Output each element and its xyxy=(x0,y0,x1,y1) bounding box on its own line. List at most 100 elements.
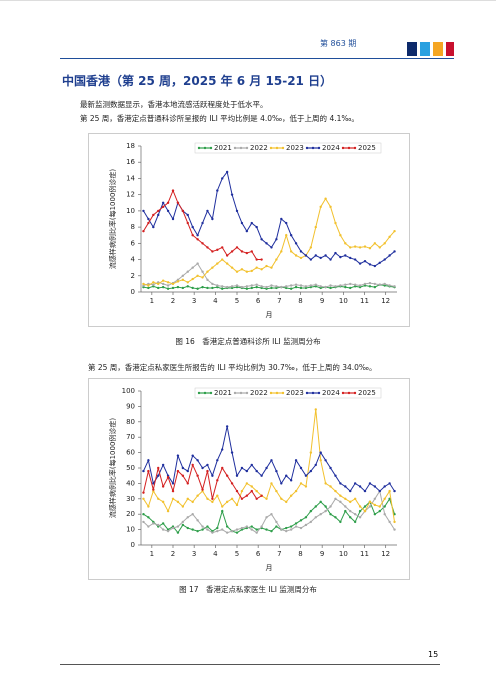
data-point xyxy=(181,474,185,477)
data-point xyxy=(309,246,313,249)
x-tick-label: 4 xyxy=(213,550,218,558)
data-point xyxy=(309,469,313,473)
data-point xyxy=(349,246,352,249)
data-point xyxy=(344,505,347,508)
data-point xyxy=(221,246,224,249)
data-point xyxy=(299,256,303,260)
data-point xyxy=(344,509,347,513)
data-point xyxy=(388,497,391,500)
data-point xyxy=(314,505,317,508)
data-point xyxy=(211,500,214,504)
data-point xyxy=(216,529,219,533)
figure: 0 10 20 30 40 50 60 70 80 90 100 1 2 3 4 5 6 7 8 9 10 11 12 月流感… xyxy=(88,378,410,580)
data-point xyxy=(176,280,180,283)
data-point xyxy=(240,268,244,271)
data-point xyxy=(186,526,189,530)
data-point xyxy=(225,474,229,477)
legend-marker xyxy=(317,146,321,150)
data-point xyxy=(161,285,165,289)
data-point xyxy=(142,282,145,286)
data-point xyxy=(358,505,362,508)
data-point xyxy=(196,459,199,462)
data-point xyxy=(245,494,249,497)
legend-marker xyxy=(203,146,207,150)
data-point xyxy=(171,217,175,221)
caption: 图 16 香港定点普通科诊所 ILI 监测周分布 xyxy=(175,337,321,346)
data-point xyxy=(285,474,288,477)
data-point xyxy=(393,229,396,233)
data-point xyxy=(152,225,155,229)
data-point xyxy=(363,282,367,286)
data-point xyxy=(319,513,322,516)
data-point xyxy=(383,485,386,488)
data-point xyxy=(270,513,273,516)
data-point xyxy=(294,242,298,245)
data-point xyxy=(171,489,175,493)
data-point xyxy=(349,489,352,493)
data-point xyxy=(176,531,180,534)
series-line xyxy=(143,426,395,492)
data-point xyxy=(186,469,189,473)
data-point xyxy=(275,520,278,524)
data-point xyxy=(166,509,170,513)
data-point xyxy=(260,258,263,261)
legend-marker xyxy=(317,391,321,395)
logo-block xyxy=(433,42,443,56)
data-point xyxy=(304,516,308,519)
data-point xyxy=(363,505,367,508)
data-point xyxy=(196,274,199,277)
data-point xyxy=(339,494,342,497)
data-point xyxy=(294,283,298,286)
data-point xyxy=(216,459,219,462)
data-point xyxy=(216,479,219,482)
data-point xyxy=(358,262,362,265)
legend-marker xyxy=(341,391,345,395)
data-point xyxy=(216,248,219,252)
data-point xyxy=(235,531,239,534)
data-point xyxy=(344,283,347,286)
data-point xyxy=(304,285,308,288)
data-point xyxy=(319,459,322,462)
data-point xyxy=(245,285,249,288)
data-point xyxy=(378,261,381,264)
data-point xyxy=(339,255,342,259)
data-point xyxy=(353,245,357,248)
x-tick-label: 8 xyxy=(298,297,302,305)
data-point xyxy=(368,505,372,508)
data-point xyxy=(353,520,357,524)
paragraph: 最新监测数据显示，香港本地流感活跃程度处于低水平。 xyxy=(80,100,268,109)
data-point xyxy=(216,284,219,287)
data-point xyxy=(270,459,273,462)
data-point xyxy=(196,238,199,241)
legend-marker xyxy=(311,391,315,395)
series-line xyxy=(143,409,396,522)
data-point xyxy=(349,286,352,290)
data-point xyxy=(304,523,308,527)
data-point xyxy=(285,500,288,504)
legend-marker xyxy=(353,391,357,395)
data-point xyxy=(201,488,204,491)
data-point xyxy=(240,526,244,530)
data-point xyxy=(176,469,180,473)
data-point xyxy=(225,262,229,265)
data-point xyxy=(334,251,337,255)
data-point xyxy=(206,469,209,473)
data-point xyxy=(221,528,224,531)
legend-marker xyxy=(347,391,351,395)
data-point xyxy=(245,525,249,528)
data-point xyxy=(230,285,234,288)
data-point xyxy=(383,497,386,500)
data-point xyxy=(176,525,180,528)
legend-label: 2024 xyxy=(322,144,340,152)
data-point xyxy=(329,505,332,508)
data-point xyxy=(186,482,189,485)
data-point xyxy=(255,531,258,534)
data-point xyxy=(280,217,283,221)
series-line xyxy=(143,284,395,290)
data-point xyxy=(373,513,377,516)
data-point xyxy=(329,513,332,516)
data-point xyxy=(240,285,244,289)
data-point xyxy=(280,250,283,253)
data-point xyxy=(225,500,229,504)
data-point xyxy=(373,485,377,488)
